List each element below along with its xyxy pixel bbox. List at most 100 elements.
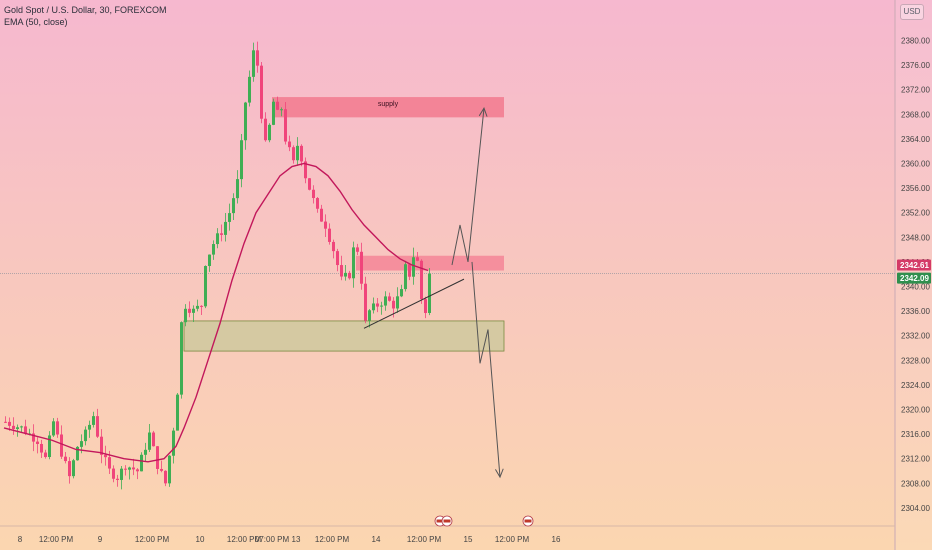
candle-body <box>400 289 403 297</box>
candle-body <box>148 432 151 450</box>
candle-body <box>216 233 219 245</box>
zone-supply <box>272 97 504 118</box>
candle-body <box>424 299 427 313</box>
x-tick-label: 12:00 PM <box>315 535 350 544</box>
x-tick-label: 12:00 PM <box>135 535 170 544</box>
candle-body <box>392 300 395 309</box>
candle-body <box>352 247 355 279</box>
candle-body <box>8 421 11 426</box>
candle-body <box>372 303 375 311</box>
candle-body <box>64 456 67 462</box>
candle-body <box>308 178 311 190</box>
candle-body <box>72 460 75 477</box>
candle-body <box>120 468 123 480</box>
y-tick-label: 2332.00 <box>901 332 930 341</box>
candle-body <box>300 145 303 162</box>
candle-body <box>292 147 295 161</box>
candle-body <box>232 198 235 214</box>
candle-body <box>40 443 43 453</box>
x-tick-label: 12:00 PM <box>407 535 442 544</box>
candle-layer <box>4 41 431 490</box>
candle-body <box>324 221 327 229</box>
candle-body <box>144 449 147 455</box>
candle-body <box>56 421 59 435</box>
y-tick-label: 2380.00 <box>901 37 930 46</box>
candle-body <box>156 446 159 469</box>
x-tick-label: 07:00 PM <box>255 535 290 544</box>
x-tick-label: 15 <box>464 535 473 544</box>
candle-body <box>264 118 267 141</box>
candle-body <box>136 469 139 472</box>
indicator-legend[interactable]: EMA (50, close) <box>4 17 68 27</box>
candle-body <box>252 50 255 77</box>
event-flag-stripe <box>524 519 532 523</box>
y-tick-label: 2352.00 <box>901 209 930 218</box>
candle-body <box>280 109 283 111</box>
candle-body <box>412 257 415 277</box>
candle-body <box>68 461 71 477</box>
x-tick-label: 8 <box>18 535 23 544</box>
candle-body <box>360 251 363 284</box>
chart-title[interactable]: Gold Spot / U.S. Dollar, 30, FOREXCOM <box>4 5 167 15</box>
candle-body <box>204 266 207 307</box>
candle-body <box>24 426 27 434</box>
x-tick-label: 10 <box>196 535 205 544</box>
x-tick-label: 12:00 PM <box>227 535 262 544</box>
candle-body <box>212 244 215 255</box>
x-tick-label: 16 <box>552 535 561 544</box>
candle-body <box>76 446 79 461</box>
candle-body <box>256 50 259 66</box>
price-label-value: 2342.61 <box>900 261 929 270</box>
candle-body <box>116 478 119 480</box>
candle-body <box>52 421 55 436</box>
x-tick-label: 9 <box>98 535 103 544</box>
candle-body <box>164 470 167 484</box>
candle-body <box>84 429 87 442</box>
candle-body <box>248 76 251 103</box>
candle-body <box>60 434 63 457</box>
candle-body <box>428 273 431 313</box>
x-tick-label: 13 <box>292 535 301 544</box>
candle-body <box>408 264 411 277</box>
candle-body <box>244 102 247 141</box>
candle-body <box>132 467 135 470</box>
candle-body <box>284 109 287 142</box>
bearish-scenario-arrow <box>471 261 501 478</box>
y-tick-label: 2356.00 <box>901 184 930 193</box>
candle-body <box>188 308 191 313</box>
candle-body <box>192 308 195 313</box>
candle-body <box>128 467 131 470</box>
zone-label-supply: supply <box>378 101 399 108</box>
economic-event-icon <box>522 515 534 527</box>
candle-body <box>224 221 227 235</box>
event-flag-stripe <box>436 519 444 523</box>
candle-body <box>184 308 187 323</box>
candle-body <box>92 416 95 425</box>
candle-body <box>344 272 347 277</box>
x-tick-label: 12:00 PM <box>495 535 530 544</box>
candle-body <box>260 65 263 119</box>
currency-button[interactable]: USD <box>900 4 924 20</box>
candle-body <box>16 427 19 430</box>
y-tick-label: 2372.00 <box>901 86 930 95</box>
candle-body <box>340 265 343 277</box>
candle-body <box>104 454 107 458</box>
y-tick-label: 2360.00 <box>901 160 930 169</box>
y-tick-label: 2340.00 <box>901 283 930 292</box>
candle-body <box>88 424 91 430</box>
candle-body <box>384 296 387 306</box>
candle-body <box>348 272 351 279</box>
candle-body <box>108 457 111 469</box>
y-tick-label: 2376.00 <box>901 61 930 70</box>
candle-body <box>112 468 115 479</box>
price-label-value: 2342.09 <box>900 274 929 283</box>
y-tick-label: 2368.00 <box>901 110 930 119</box>
y-tick-label: 2328.00 <box>901 356 930 365</box>
support-trendline <box>363 278 465 329</box>
candle-body <box>36 441 39 444</box>
candle-body <box>44 452 47 458</box>
candle-body <box>396 296 399 309</box>
ema-layer <box>3 162 429 463</box>
